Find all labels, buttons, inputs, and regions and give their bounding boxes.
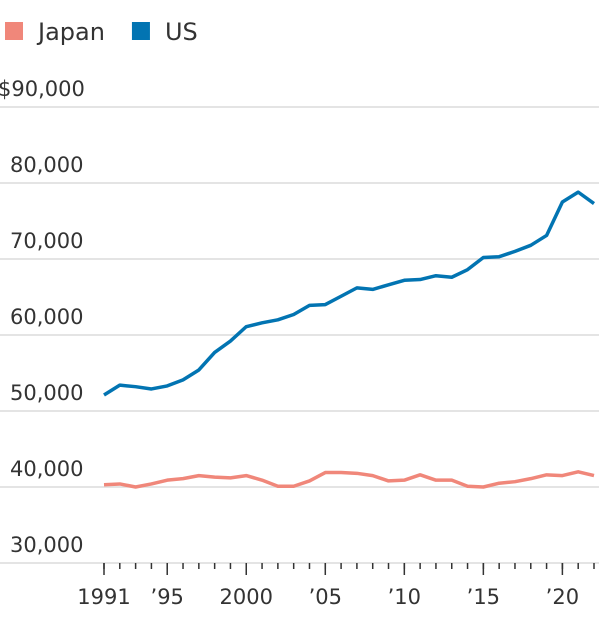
line-series [103, 190, 596, 397]
x-tick-label: ’10 [388, 585, 421, 609]
legend: Japan US [5, 18, 198, 46]
y-tick-label: 40,000 [10, 457, 83, 481]
x-tick-label: ’20 [546, 585, 579, 609]
legend-swatch [131, 22, 150, 40]
x-tick-label: ’95 [151, 585, 184, 609]
y-tick-label: 70,000 [10, 229, 83, 253]
y-tick-label: 60,000 [10, 305, 83, 329]
y-tick-label: 50,000 [10, 381, 83, 405]
x-tick-label: 1991 [77, 585, 130, 609]
line-series [103, 470, 595, 489]
x-tick-label: ’15 [467, 585, 500, 609]
legend-swatch [5, 22, 23, 40]
x-tick-label: 2000 [220, 585, 273, 609]
y-tick-label: 30,000 [10, 533, 83, 557]
x-tick-label: ’05 [309, 585, 342, 609]
y-tick-label: 80,000 [10, 153, 83, 177]
y-tick-label: $90,000 [0, 77, 85, 101]
legend-label: US [165, 18, 198, 46]
legend-label: Japan [36, 18, 105, 46]
